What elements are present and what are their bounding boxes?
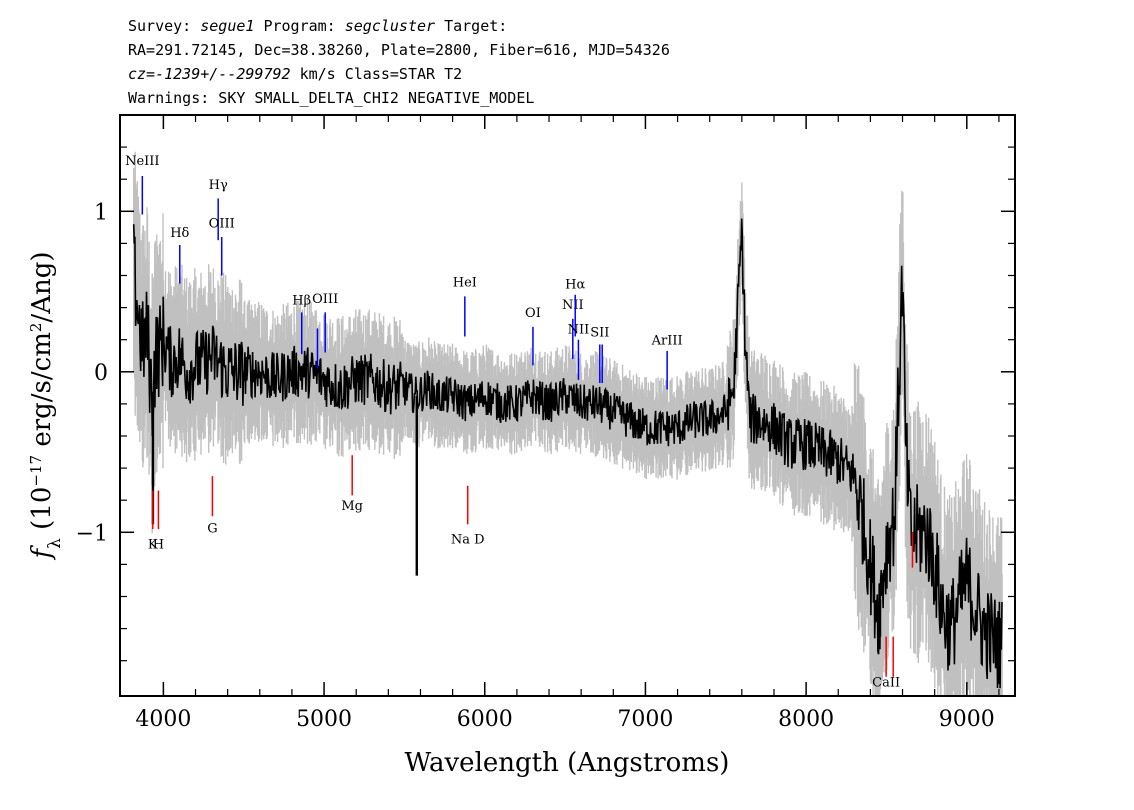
emission-line-label: NeIII	[125, 154, 159, 169]
header-line3: cz=-1239+/--299792 km/s Class=STAR T2	[128, 65, 462, 83]
flux-line	[132, 218, 1003, 689]
noise-band	[133, 151, 1003, 695]
emission-line-label: ArIII	[651, 334, 683, 349]
emission-line-label: SII	[590, 325, 609, 340]
absorption-line-label: Mg	[341, 499, 363, 514]
emission-line-label: OIII	[312, 292, 338, 307]
emission-line-label: Hα	[565, 277, 585, 292]
x-tick-label: 6000	[457, 707, 513, 732]
header-line2: RA=291.72145, Dec=38.38260, Plate=2800, …	[128, 41, 670, 59]
x-tick-label: 8000	[778, 707, 834, 732]
y-axis-title: fλ (10−17 erg/s/cm2/Ang)	[27, 252, 65, 561]
y-tick-label: −1	[76, 521, 108, 546]
emission-line-label: NII	[568, 322, 590, 337]
x-axis-title: Wavelength (Angstroms)	[405, 748, 730, 778]
emission-line-label: OIII	[209, 216, 235, 231]
x-tick-label: 4000	[135, 707, 191, 732]
emission-line-label: Hγ	[209, 178, 228, 193]
emission-line-label: NII	[562, 298, 584, 313]
header-line4: Warnings: SKY SMALL_DELTA_CHI2 NEGATIVE_…	[128, 89, 534, 107]
emission-line-label: Hβ	[292, 293, 311, 308]
x-tick-label: 5000	[296, 707, 352, 732]
y-tick-label: 1	[94, 200, 108, 225]
emission-line-label: Hδ	[170, 226, 189, 241]
x-tick-label: 9000	[939, 707, 995, 732]
absorption-line-label: G	[207, 521, 217, 536]
plot-frame	[119, 114, 1016, 697]
absorption-line-label: CaII	[872, 675, 900, 690]
axis-ticks: 4000 5000 6000 7000 8000 9000 −1 0 1	[76, 114, 1015, 732]
header-line1: Survey: segue1 Program: segcluster Targe…	[128, 17, 507, 35]
emission-line-label: HeI	[453, 276, 477, 291]
x-tick-label: 7000	[617, 707, 673, 732]
header: Survey: segue1 Program: segcluster Targe…	[128, 17, 670, 107]
emission-line-label: OI	[525, 306, 541, 321]
absorption-line-label: K	[148, 537, 158, 552]
y-tick-label: 0	[94, 361, 108, 386]
absorption-line-label: H	[153, 537, 164, 552]
absorption-line-label: Na D	[451, 533, 485, 548]
noise-band-strokes	[133, 151, 1003, 695]
